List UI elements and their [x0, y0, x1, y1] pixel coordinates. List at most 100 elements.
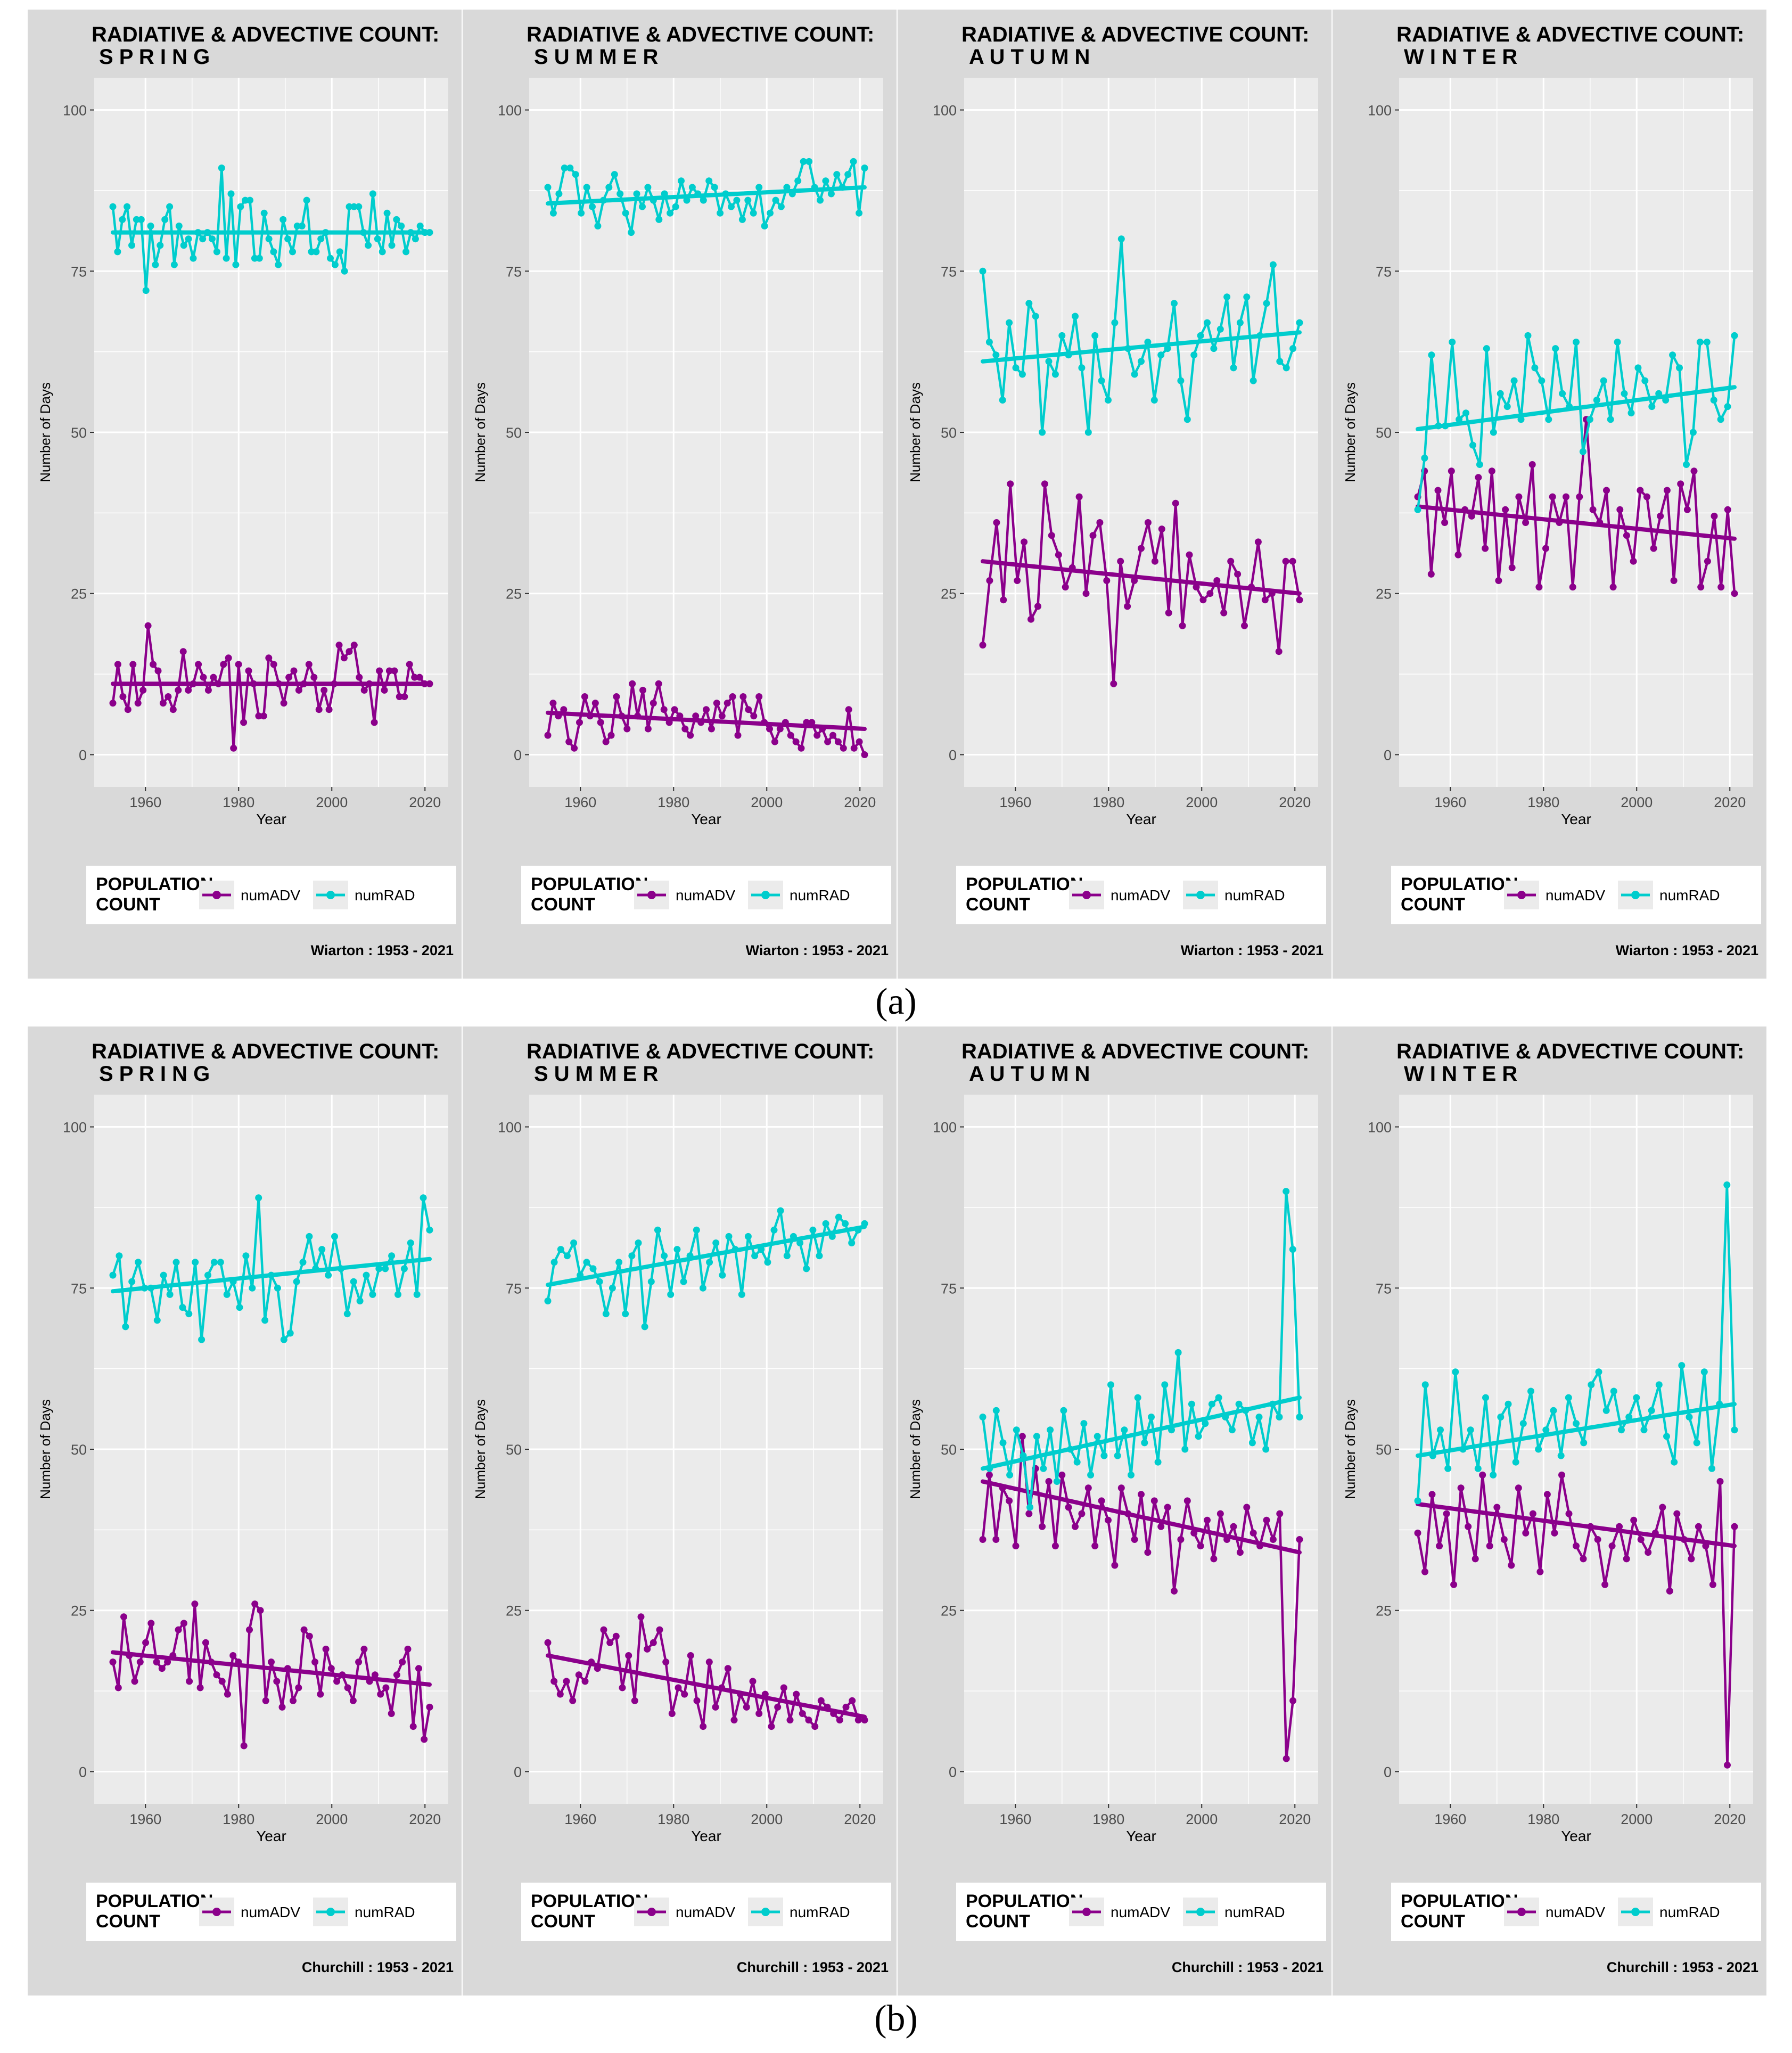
- data-point-numADV: [360, 686, 368, 694]
- data-point-numADV: [240, 1742, 248, 1750]
- data-point-numRAD: [210, 1259, 218, 1266]
- data-point-numRAD: [1573, 1420, 1580, 1427]
- panel-caption: Churchill : 1953 - 2021: [302, 1959, 454, 1975]
- data-point-numRAD: [583, 1259, 590, 1266]
- data-point-numADV: [327, 1665, 335, 1672]
- data-point-numRAD: [166, 1291, 174, 1298]
- data-point-numRAD: [133, 216, 140, 223]
- data-point-numRAD: [979, 267, 987, 275]
- data-point-numADV: [376, 667, 383, 675]
- data-point-numRAD: [672, 203, 679, 210]
- x-tick-label: 2000: [751, 794, 783, 810]
- data-point-numADV: [743, 1703, 750, 1711]
- data-point-numADV: [1711, 512, 1718, 520]
- legend-key-point-numRAD: [1196, 891, 1205, 899]
- data-point-numADV: [1576, 493, 1583, 500]
- y-tick-label: 0: [949, 1764, 957, 1780]
- data-point-numADV: [1065, 1504, 1072, 1511]
- data-point-numRAD: [166, 203, 174, 210]
- legend-box: [1391, 1883, 1761, 1941]
- data-point-numADV: [1528, 461, 1536, 468]
- data-point-numADV: [399, 1658, 406, 1666]
- trend-line-numADV: [546, 1653, 867, 1719]
- data-point-numADV: [1563, 493, 1569, 500]
- data-point-numRAD: [1134, 1394, 1141, 1401]
- y-tick-label: 75: [1376, 264, 1392, 280]
- data-point-numADV: [200, 674, 207, 681]
- data-point-numRAD: [667, 1291, 675, 1298]
- data-point-numRAD: [298, 223, 306, 229]
- data-point-numADV: [644, 1645, 651, 1653]
- data-point-numADV: [1529, 1510, 1536, 1517]
- data-point-numRAD: [647, 1278, 655, 1285]
- y-axis-label: Number of Days: [472, 1399, 488, 1499]
- y-tick-label: 100: [933, 1120, 957, 1136]
- data-point-numRAD: [1283, 1188, 1290, 1195]
- y-tick-label: 25: [71, 1603, 87, 1619]
- data-point-numADV: [766, 725, 773, 733]
- legend-key-point-numRAD: [326, 891, 335, 899]
- data-point-numADV: [235, 661, 242, 668]
- data-point-numADV: [1150, 1497, 1158, 1505]
- data-point-numRAD: [1505, 1400, 1512, 1408]
- data-point-numRAD: [1269, 261, 1277, 268]
- data-point-numADV: [1072, 1523, 1079, 1530]
- data-point-numADV: [1428, 1491, 1436, 1498]
- data-point-numRAD: [369, 190, 376, 198]
- data-point-numADV: [1206, 590, 1214, 597]
- legend-title-line1: POPULATION: [96, 874, 213, 894]
- data-point-numADV: [1045, 1478, 1053, 1485]
- data-point-numADV: [1717, 584, 1725, 591]
- data-point-numRAD: [1289, 1246, 1296, 1253]
- data-point-numRAD: [1634, 364, 1642, 372]
- chart-panel-b-winter: RADIATIVE & ADVECTIVE COUNT:W I N T E R 0…: [1333, 1026, 1766, 1995]
- data-point-numADV: [776, 725, 784, 733]
- data-point-numADV: [811, 1723, 819, 1730]
- data-point-numRAD: [1503, 403, 1511, 410]
- data-point-numRAD: [1013, 1426, 1020, 1434]
- x-axis-label: Year: [1126, 811, 1156, 827]
- legend-label-numADV: numADV: [241, 1904, 300, 1920]
- data-point-numADV: [1580, 1555, 1587, 1563]
- data-point-numADV: [165, 693, 172, 700]
- x-tick-label: 1980: [657, 1811, 689, 1827]
- series-line-numRAD: [546, 160, 866, 234]
- data-point-numRAD: [1490, 1471, 1497, 1479]
- data-point-numADV: [120, 1613, 127, 1621]
- data-point-numADV: [1695, 1523, 1702, 1530]
- x-axis-label: Year: [691, 811, 721, 827]
- data-point-numRAD: [1542, 1426, 1550, 1434]
- data-point-numRAD: [744, 1233, 752, 1240]
- data-point-numRAD: [1033, 1433, 1040, 1440]
- data-point-numRAD: [1686, 1414, 1693, 1420]
- chart-title: RADIATIVE & ADVECTIVE COUNT:: [92, 1040, 439, 1063]
- data-point-numRAD: [1671, 1458, 1678, 1466]
- data-point-numADV: [1007, 480, 1014, 488]
- x-axis-label: Year: [256, 1828, 286, 1844]
- data-point-numADV: [391, 667, 398, 675]
- data-point-numADV: [1282, 557, 1289, 565]
- data-point-numRAD: [596, 1278, 603, 1285]
- data-point-numADV: [750, 712, 758, 720]
- data-point-numRAD: [783, 1252, 791, 1260]
- data-point-numADV: [849, 1697, 856, 1704]
- data-point-numRAD: [1648, 403, 1656, 410]
- data-point-numRAD: [1678, 1362, 1686, 1369]
- y-tick-label: 75: [941, 1280, 957, 1296]
- data-point-numADV: [285, 674, 293, 681]
- data-point-numRAD: [218, 165, 225, 171]
- data-point-numADV: [845, 706, 852, 713]
- data-point-numADV: [421, 1736, 428, 1743]
- x-tick-label: 1980: [1092, 794, 1124, 810]
- legend-box: [86, 866, 456, 924]
- data-point-numADV: [613, 693, 620, 700]
- data-point-numRAD: [317, 235, 325, 243]
- data-point-numRAD: [1216, 325, 1224, 333]
- data-point-numADV: [1048, 532, 1055, 539]
- trend-line-numADV: [546, 710, 867, 732]
- data-point-numADV: [840, 744, 847, 752]
- legend-key-point-numADV: [212, 891, 221, 899]
- data-point-numADV: [1486, 1542, 1493, 1550]
- data-point-numADV: [154, 667, 162, 675]
- data-point-numADV: [1193, 584, 1200, 591]
